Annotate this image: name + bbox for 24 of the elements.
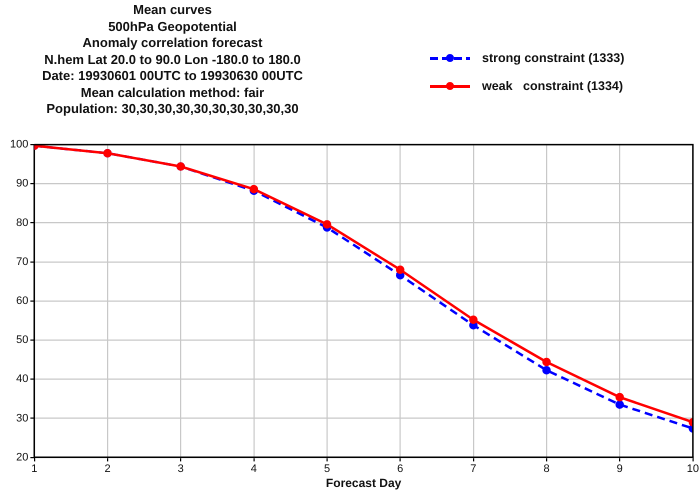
y-tick-label: 90 [16, 178, 28, 190]
x-axis-title: Forecast Day [326, 476, 402, 490]
y-tick-label: 50 [16, 334, 28, 346]
x-tick-label: 3 [178, 463, 184, 476]
y-tick-label: 60 [16, 295, 28, 308]
x-tick-label: 5 [324, 463, 330, 476]
x-tick-label: 9 [616, 463, 623, 476]
y-tick-label: 40 [16, 373, 28, 386]
chart-subtitle: 500hPa Geopotential Anomaly correlation forecast N.hem Lat 20.0 to 90.0 Lon -180.0 to 180.0 Date: 19930601 00UTC to 19930630 00UTC Mean calculation method: fair Population: 30,30,30,30,30,30,30,30,30,30 [42, 18, 303, 116]
y-tick-label: 20 [16, 451, 28, 464]
x-tick-label: 1 [31, 463, 38, 476]
x-tick-label: 8 [543, 463, 550, 476]
x-tick-label: 4 [250, 463, 257, 476]
legend-label: weak constraint (1334) [482, 79, 624, 93]
y-tick-label: 30 [16, 412, 28, 424]
x-tick-label: 2 [104, 463, 111, 476]
y-tick-label: 100 [10, 138, 28, 151]
x-tick-label: 6 [397, 463, 404, 476]
legend-label: strong constraint (1333) [482, 51, 624, 65]
x-tick-label: 7 [470, 463, 476, 476]
chart-title: Mean curves [133, 2, 212, 17]
y-tick-label: 70 [16, 256, 28, 268]
y-tick-label: 80 [16, 216, 28, 229]
x-tick-label: 10 [686, 463, 700, 476]
